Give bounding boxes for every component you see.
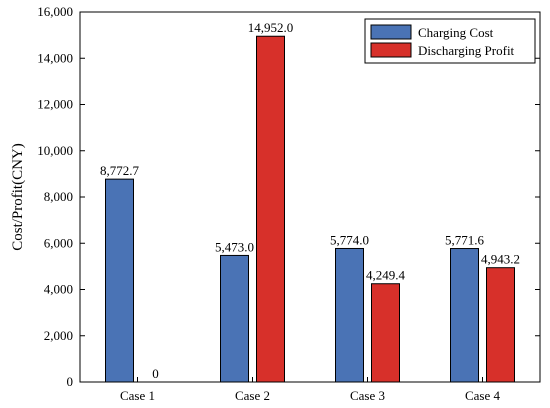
bar-charging-cost bbox=[450, 248, 479, 383]
legend-label-charging-cost: Charging Cost bbox=[418, 25, 494, 40]
y-tick-label: 12,000 bbox=[37, 97, 73, 112]
data-label: 5,771.6 bbox=[445, 233, 485, 248]
bar-charging-cost bbox=[335, 247, 364, 383]
legend: Charging Cost Discharging Profit bbox=[364, 18, 536, 64]
data-label: 5,473.0 bbox=[215, 239, 254, 254]
bar-series-group bbox=[105, 35, 515, 383]
data-label: 14,952.0 bbox=[248, 20, 294, 35]
data-label: 4,249.4 bbox=[366, 268, 406, 283]
bar-charging-cost bbox=[220, 254, 249, 383]
y-axis-ticks: 0 2,000 4,000 6,000 8,000 10,000 12,000 14,000 1… bbox=[37, 4, 540, 389]
x-tick-label: Case 1 bbox=[120, 388, 155, 403]
data-label: 5,774.0 bbox=[330, 232, 369, 247]
y-tick-label: 14,000 bbox=[37, 50, 73, 65]
data-label: 0 bbox=[152, 366, 159, 381]
bar-discharging-profit bbox=[371, 283, 400, 383]
y-tick-label: 10,000 bbox=[37, 143, 73, 158]
y-tick-label: 0 bbox=[67, 374, 74, 389]
data-label: 8,772.7 bbox=[100, 163, 140, 178]
y-axis-title: Cost/Profit(CNY) bbox=[10, 143, 26, 251]
y-tick-label: 2,000 bbox=[44, 328, 73, 343]
legend-swatch-charging-cost bbox=[370, 24, 412, 40]
bar-discharging-profit bbox=[256, 35, 285, 383]
y-tick-label: 6,000 bbox=[44, 235, 73, 250]
x-tick-label: Case 4 bbox=[465, 388, 501, 403]
legend-label-discharging-profit: Discharging Profit bbox=[418, 43, 515, 58]
x-tick-label: Case 2 bbox=[235, 388, 270, 403]
bar-charging-cost bbox=[105, 178, 134, 383]
x-tick-label: Case 3 bbox=[350, 388, 385, 403]
x-axis-ticks: Case 1 Case 2 Case 3 Case 4 bbox=[120, 377, 501, 403]
y-tick-label: 4,000 bbox=[44, 282, 73, 297]
y-tick-label: 8,000 bbox=[44, 189, 73, 204]
data-labels-group: 8,772.7 0 5,473.0 14,952.0 5,774.0 4,249.4 5,7… bbox=[100, 20, 520, 381]
bar-discharging-profit bbox=[486, 267, 515, 383]
data-label: 4,943.2 bbox=[481, 252, 520, 267]
y-tick-label: 16,000 bbox=[37, 4, 73, 19]
legend-swatch-discharging-profit bbox=[370, 42, 412, 58]
